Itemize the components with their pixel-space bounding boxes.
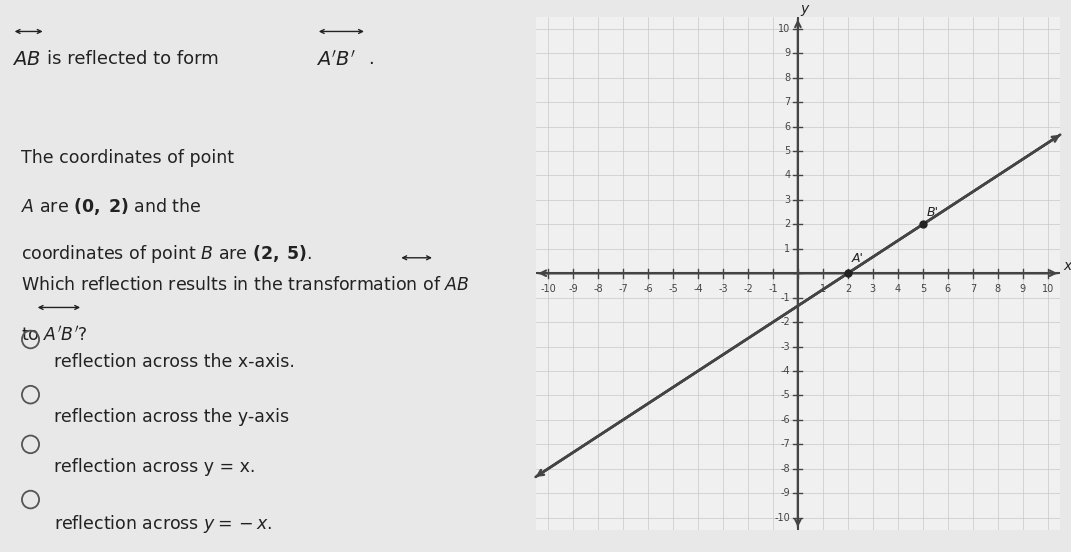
Text: Which reflection results in the transformation of $\it{AB}$: Which reflection results in the transfor… bbox=[21, 276, 470, 294]
Text: reflection across the x-axis.: reflection across the x-axis. bbox=[54, 353, 295, 371]
Text: 7: 7 bbox=[784, 97, 790, 107]
Text: 2: 2 bbox=[845, 284, 851, 294]
Text: -2: -2 bbox=[781, 317, 790, 327]
Text: -9: -9 bbox=[569, 284, 577, 294]
Text: x: x bbox=[1064, 259, 1071, 273]
Text: 4: 4 bbox=[784, 171, 790, 181]
Text: -5: -5 bbox=[668, 284, 678, 294]
Text: 10: 10 bbox=[1042, 284, 1054, 294]
Text: 8: 8 bbox=[784, 73, 790, 83]
Text: $\it{AB}$: $\it{AB}$ bbox=[12, 50, 41, 68]
Text: y: y bbox=[800, 2, 809, 16]
Text: 2: 2 bbox=[784, 219, 790, 229]
Text: -1: -1 bbox=[768, 284, 778, 294]
Text: 1: 1 bbox=[784, 244, 790, 254]
Text: -1: -1 bbox=[781, 293, 790, 302]
Text: The coordinates of point: The coordinates of point bbox=[21, 149, 240, 167]
Text: -8: -8 bbox=[593, 284, 603, 294]
Text: -7: -7 bbox=[618, 284, 628, 294]
Text: -9: -9 bbox=[781, 489, 790, 498]
Text: -7: -7 bbox=[781, 439, 790, 449]
Text: 7: 7 bbox=[969, 284, 976, 294]
Text: reflection across the y-axis: reflection across the y-axis bbox=[54, 408, 289, 427]
Text: -10: -10 bbox=[774, 513, 790, 523]
Text: .: . bbox=[368, 50, 374, 68]
Text: -2: -2 bbox=[743, 284, 753, 294]
Text: 3: 3 bbox=[870, 284, 876, 294]
Text: 6: 6 bbox=[784, 121, 790, 131]
Text: 4: 4 bbox=[894, 284, 901, 294]
Text: to $\it{A'B'}$?: to $\it{A'B'}$? bbox=[21, 326, 88, 344]
Text: 6: 6 bbox=[945, 284, 951, 294]
Text: 5: 5 bbox=[784, 146, 790, 156]
Text: 5: 5 bbox=[920, 284, 926, 294]
Text: -6: -6 bbox=[644, 284, 652, 294]
Text: 1: 1 bbox=[819, 284, 826, 294]
Text: -5: -5 bbox=[781, 390, 790, 400]
Text: -6: -6 bbox=[781, 415, 790, 425]
Text: $\it{A}$ are $\bf{(0, \; 2)}$ and the: $\it{A}$ are $\bf{(0, \; 2)}$ and the bbox=[21, 196, 202, 217]
Text: -8: -8 bbox=[781, 464, 790, 474]
Text: 9: 9 bbox=[1020, 284, 1026, 294]
Text: is reflected to form: is reflected to form bbox=[47, 50, 225, 68]
Text: reflection across $y = -x$.: reflection across $y = -x$. bbox=[54, 513, 272, 535]
Text: coordinates of point $\it{B}$ are $\bf{(2, \; 5)}$.: coordinates of point $\it{B}$ are $\bf{(… bbox=[21, 243, 313, 265]
Text: -4: -4 bbox=[693, 284, 703, 294]
Text: 9: 9 bbox=[784, 48, 790, 58]
Text: -10: -10 bbox=[540, 284, 556, 294]
Text: -3: -3 bbox=[781, 342, 790, 352]
Text: -4: -4 bbox=[781, 366, 790, 376]
Text: -3: -3 bbox=[719, 284, 727, 294]
Text: B': B' bbox=[926, 206, 938, 220]
Text: 3: 3 bbox=[784, 195, 790, 205]
Text: A': A' bbox=[851, 252, 863, 265]
Text: $\it{A'B'}$: $\it{A'B'}$ bbox=[316, 50, 357, 70]
Text: reflection across y = x.: reflection across y = x. bbox=[54, 458, 255, 476]
Text: 8: 8 bbox=[995, 284, 1001, 294]
Text: 10: 10 bbox=[779, 24, 790, 34]
